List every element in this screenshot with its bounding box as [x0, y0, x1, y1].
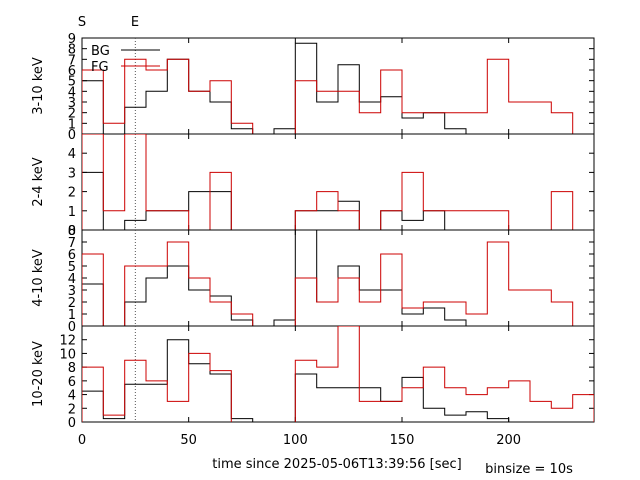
y-axis-label: 10-20 keV — [31, 341, 46, 407]
y-tick-label: 6 — [68, 248, 76, 263]
y-tick-label: 10 — [59, 347, 76, 362]
y-tick-label: 4 — [68, 389, 76, 404]
x-tick-label: 100 — [283, 433, 308, 448]
series-fg-line — [82, 134, 232, 230]
series-fg-line — [294, 58, 574, 134]
y-tick-label: 2 — [68, 296, 76, 311]
y-tick-label: 3 — [68, 96, 76, 111]
y-tick-label: 8 — [68, 361, 76, 376]
x-tick-label: 0 — [78, 433, 86, 448]
y-tick-label: 7 — [68, 236, 76, 251]
y-tick-label: 1 — [68, 308, 76, 323]
y-tick-label: 9 — [68, 32, 76, 47]
x-tick-label: 200 — [496, 433, 521, 448]
y-tick-label: 3 — [68, 166, 76, 181]
x-axis-label: time since 2025-05-06T13:39:56 [sec] — [212, 457, 461, 472]
legend-label-bg: BG — [91, 44, 110, 59]
series-fg-line — [294, 326, 594, 422]
panel-2-4: 0 1 2 3 4 2-4 keV — [31, 133, 595, 239]
series-bg-line — [82, 230, 467, 326]
y-tick-label: 6 — [68, 64, 76, 79]
y-tick-label: 7 — [68, 53, 76, 68]
marker-label-end: E — [131, 15, 139, 30]
y-axis-label: 2-4 keV — [31, 157, 46, 206]
x-tick-label: 150 — [390, 433, 415, 448]
y-tick-label: 2 — [68, 402, 76, 417]
y-tick-label: 4 — [68, 147, 76, 162]
series-fg-line — [82, 352, 232, 422]
y-tick-label: 12 — [59, 334, 76, 349]
legend-label-fg: FG — [91, 60, 109, 75]
y-axis-label: 4-10 keV — [31, 249, 46, 307]
series-fg-line — [294, 171, 574, 230]
series-bg-line — [82, 42, 467, 134]
marker-label-start: S — [78, 15, 86, 30]
y-tick-label: 8 — [68, 43, 76, 58]
y-tick-label: 1 — [68, 205, 76, 220]
binsize-label: binsize = 10s — [485, 462, 573, 477]
y-tick-label: 0 — [68, 416, 76, 431]
series-fg-line — [82, 58, 274, 134]
y-tick-label: 2 — [68, 186, 76, 201]
y-tick-label: 0 — [68, 320, 76, 335]
series-bg-line — [82, 171, 253, 230]
legend: BG FG — [91, 44, 160, 75]
y-tick-label: 1 — [68, 117, 76, 132]
y-tick-label: 3 — [68, 284, 76, 299]
y-tick-label: 6 — [68, 375, 76, 390]
y-tick-label: 4 — [68, 272, 76, 287]
y-tick-label: 2 — [68, 107, 76, 122]
y-tick-label: 0 — [68, 224, 76, 239]
y-tick-label: 8 — [68, 224, 76, 239]
y-axis-label: 3-10 keV — [31, 57, 46, 115]
y-tick-label: 5 — [68, 260, 76, 275]
x-tick-label: 50 — [180, 433, 197, 448]
series-fg-line — [82, 241, 254, 326]
y-tick-label: 4 — [68, 85, 76, 100]
y-tick-label: 5 — [68, 75, 76, 90]
y-tick-label: 0 — [68, 128, 76, 143]
series-bg-line — [294, 200, 446, 230]
panel-frame — [81, 133, 595, 231]
series-fg-line — [294, 241, 574, 326]
